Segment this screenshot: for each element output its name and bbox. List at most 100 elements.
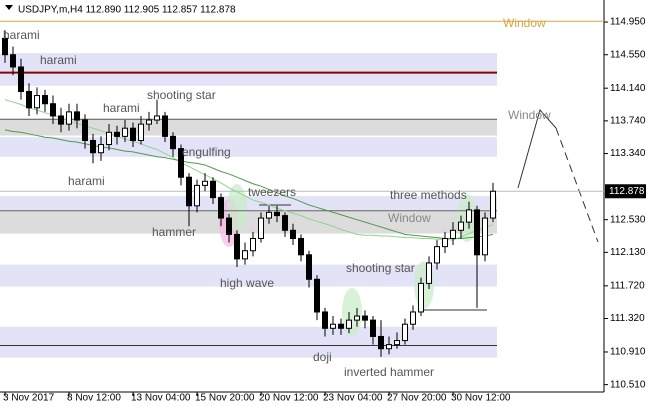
- y-tick-label: 111.720: [610, 280, 645, 291]
- candle-body: [98, 144, 104, 154]
- annotation: inverted hammer: [344, 365, 434, 379]
- x-tick-label: 8 Nov 12:00: [67, 393, 121, 404]
- moving-average: [4, 129, 494, 239]
- candle-body: [322, 311, 328, 329]
- candle-body: [370, 319, 376, 337]
- candle-body: [362, 315, 368, 321]
- candle-body: [250, 237, 256, 252]
- candle-body: [386, 344, 392, 350]
- x-tick-label: 20 Nov 12:00: [259, 393, 319, 404]
- annotation: tweezers: [248, 185, 296, 199]
- current-price-label: 112.878: [609, 186, 645, 197]
- annotation: Window: [388, 211, 431, 225]
- candle-body: [18, 66, 24, 92]
- y-tick-label: 110.510: [610, 379, 646, 390]
- projection: [517, 108, 557, 189]
- x-tick-label: 30 Nov 12:00: [451, 393, 511, 404]
- candle-body: [306, 254, 312, 280]
- annotation: hammer: [152, 225, 196, 239]
- candle-body: [234, 233, 240, 260]
- zone: [0, 264, 497, 287]
- candle-body: [426, 262, 432, 284]
- candle-body: [466, 209, 472, 223]
- candle-body: [202, 180, 208, 186]
- candle-body: [130, 127, 136, 141]
- annotation: shooting star: [346, 261, 415, 275]
- candle-body: [410, 311, 416, 325]
- x-tick-label: 23 Nov 04:00: [323, 393, 383, 404]
- zone: [0, 326, 497, 358]
- annotation: doji: [313, 350, 332, 364]
- x-tick-label: 13 Nov 04:00: [131, 393, 191, 404]
- candle-body: [394, 340, 400, 346]
- candle-body: [266, 211, 272, 219]
- chart-title: USDJPY,m,H4 112.890 112.905 112.857 112.…: [18, 5, 236, 16]
- annotation: harami: [40, 53, 77, 67]
- projection-dashed: [555, 127, 599, 243]
- candle-body: [474, 209, 480, 256]
- candle-body: [218, 197, 224, 219]
- candle-body: [490, 190, 496, 219]
- candle-body: [354, 315, 360, 321]
- candle-body: [338, 323, 344, 329]
- candle-body: [66, 111, 72, 125]
- candle-body: [346, 319, 352, 329]
- y-tick-label: 113.340: [610, 148, 646, 159]
- y-tick-label: 112.530: [610, 214, 646, 225]
- candle-body: [290, 229, 296, 239]
- candle-body: [162, 115, 168, 137]
- candle-body: [442, 237, 448, 248]
- zones: [0, 53, 497, 358]
- annotation: three methods: [390, 188, 467, 202]
- y-tick-label: 111.320: [610, 313, 645, 324]
- candle-body: [242, 250, 248, 260]
- y-tick-label: 114.950: [610, 17, 646, 28]
- candle-body: [58, 115, 64, 125]
- zone: [0, 53, 497, 86]
- candle-body: [282, 215, 288, 231]
- current-price-box: [605, 184, 646, 199]
- y-tick-label: 114.140: [610, 83, 646, 94]
- y-tick-label: 110.910: [610, 347, 646, 358]
- candle-body: [26, 90, 32, 109]
- annotation: harami: [3, 28, 40, 42]
- candle-body: [154, 115, 160, 121]
- candle-body: [258, 217, 264, 239]
- zone: [0, 119, 497, 136]
- candle-body: [138, 123, 144, 141]
- annotation: harami: [103, 101, 140, 115]
- x-tick-label: 27 Nov 20:00: [387, 393, 447, 404]
- y-tick-label: 113.740: [610, 116, 646, 127]
- x-tick-label: 15 Nov 20:00: [195, 393, 255, 404]
- annotation: shooting star: [147, 88, 216, 102]
- candle-body: [330, 323, 336, 329]
- candle-body: [106, 131, 112, 146]
- annotation: Window: [503, 16, 546, 30]
- annotation: harami: [68, 174, 105, 188]
- zone: [0, 137, 497, 157]
- candle-body: [450, 229, 456, 239]
- candle-body: [186, 176, 192, 207]
- candle-body: [402, 323, 408, 342]
- candle-body: [114, 131, 120, 137]
- candle-body: [2, 37, 8, 56]
- candle-body: [10, 54, 16, 68]
- annotation: Window: [508, 108, 551, 122]
- candle-body: [34, 95, 40, 109]
- candle-body: [378, 335, 384, 350]
- candle-body: [274, 211, 280, 217]
- candle-body: [314, 278, 320, 313]
- x-tick-label: 3 Nov 2017: [3, 393, 55, 404]
- y-tick-label: 112.130: [610, 247, 646, 258]
- zone: [0, 209, 497, 234]
- candle-body: [418, 282, 424, 313]
- candle-body: [482, 217, 488, 256]
- candle-body: [122, 127, 128, 137]
- candle-body: [170, 135, 176, 150]
- candle-body: [210, 180, 216, 199]
- menu-icon: [5, 5, 13, 10]
- candle-body: [178, 148, 184, 178]
- annotation: engulfing: [182, 145, 231, 159]
- annotation: high wave: [220, 276, 274, 290]
